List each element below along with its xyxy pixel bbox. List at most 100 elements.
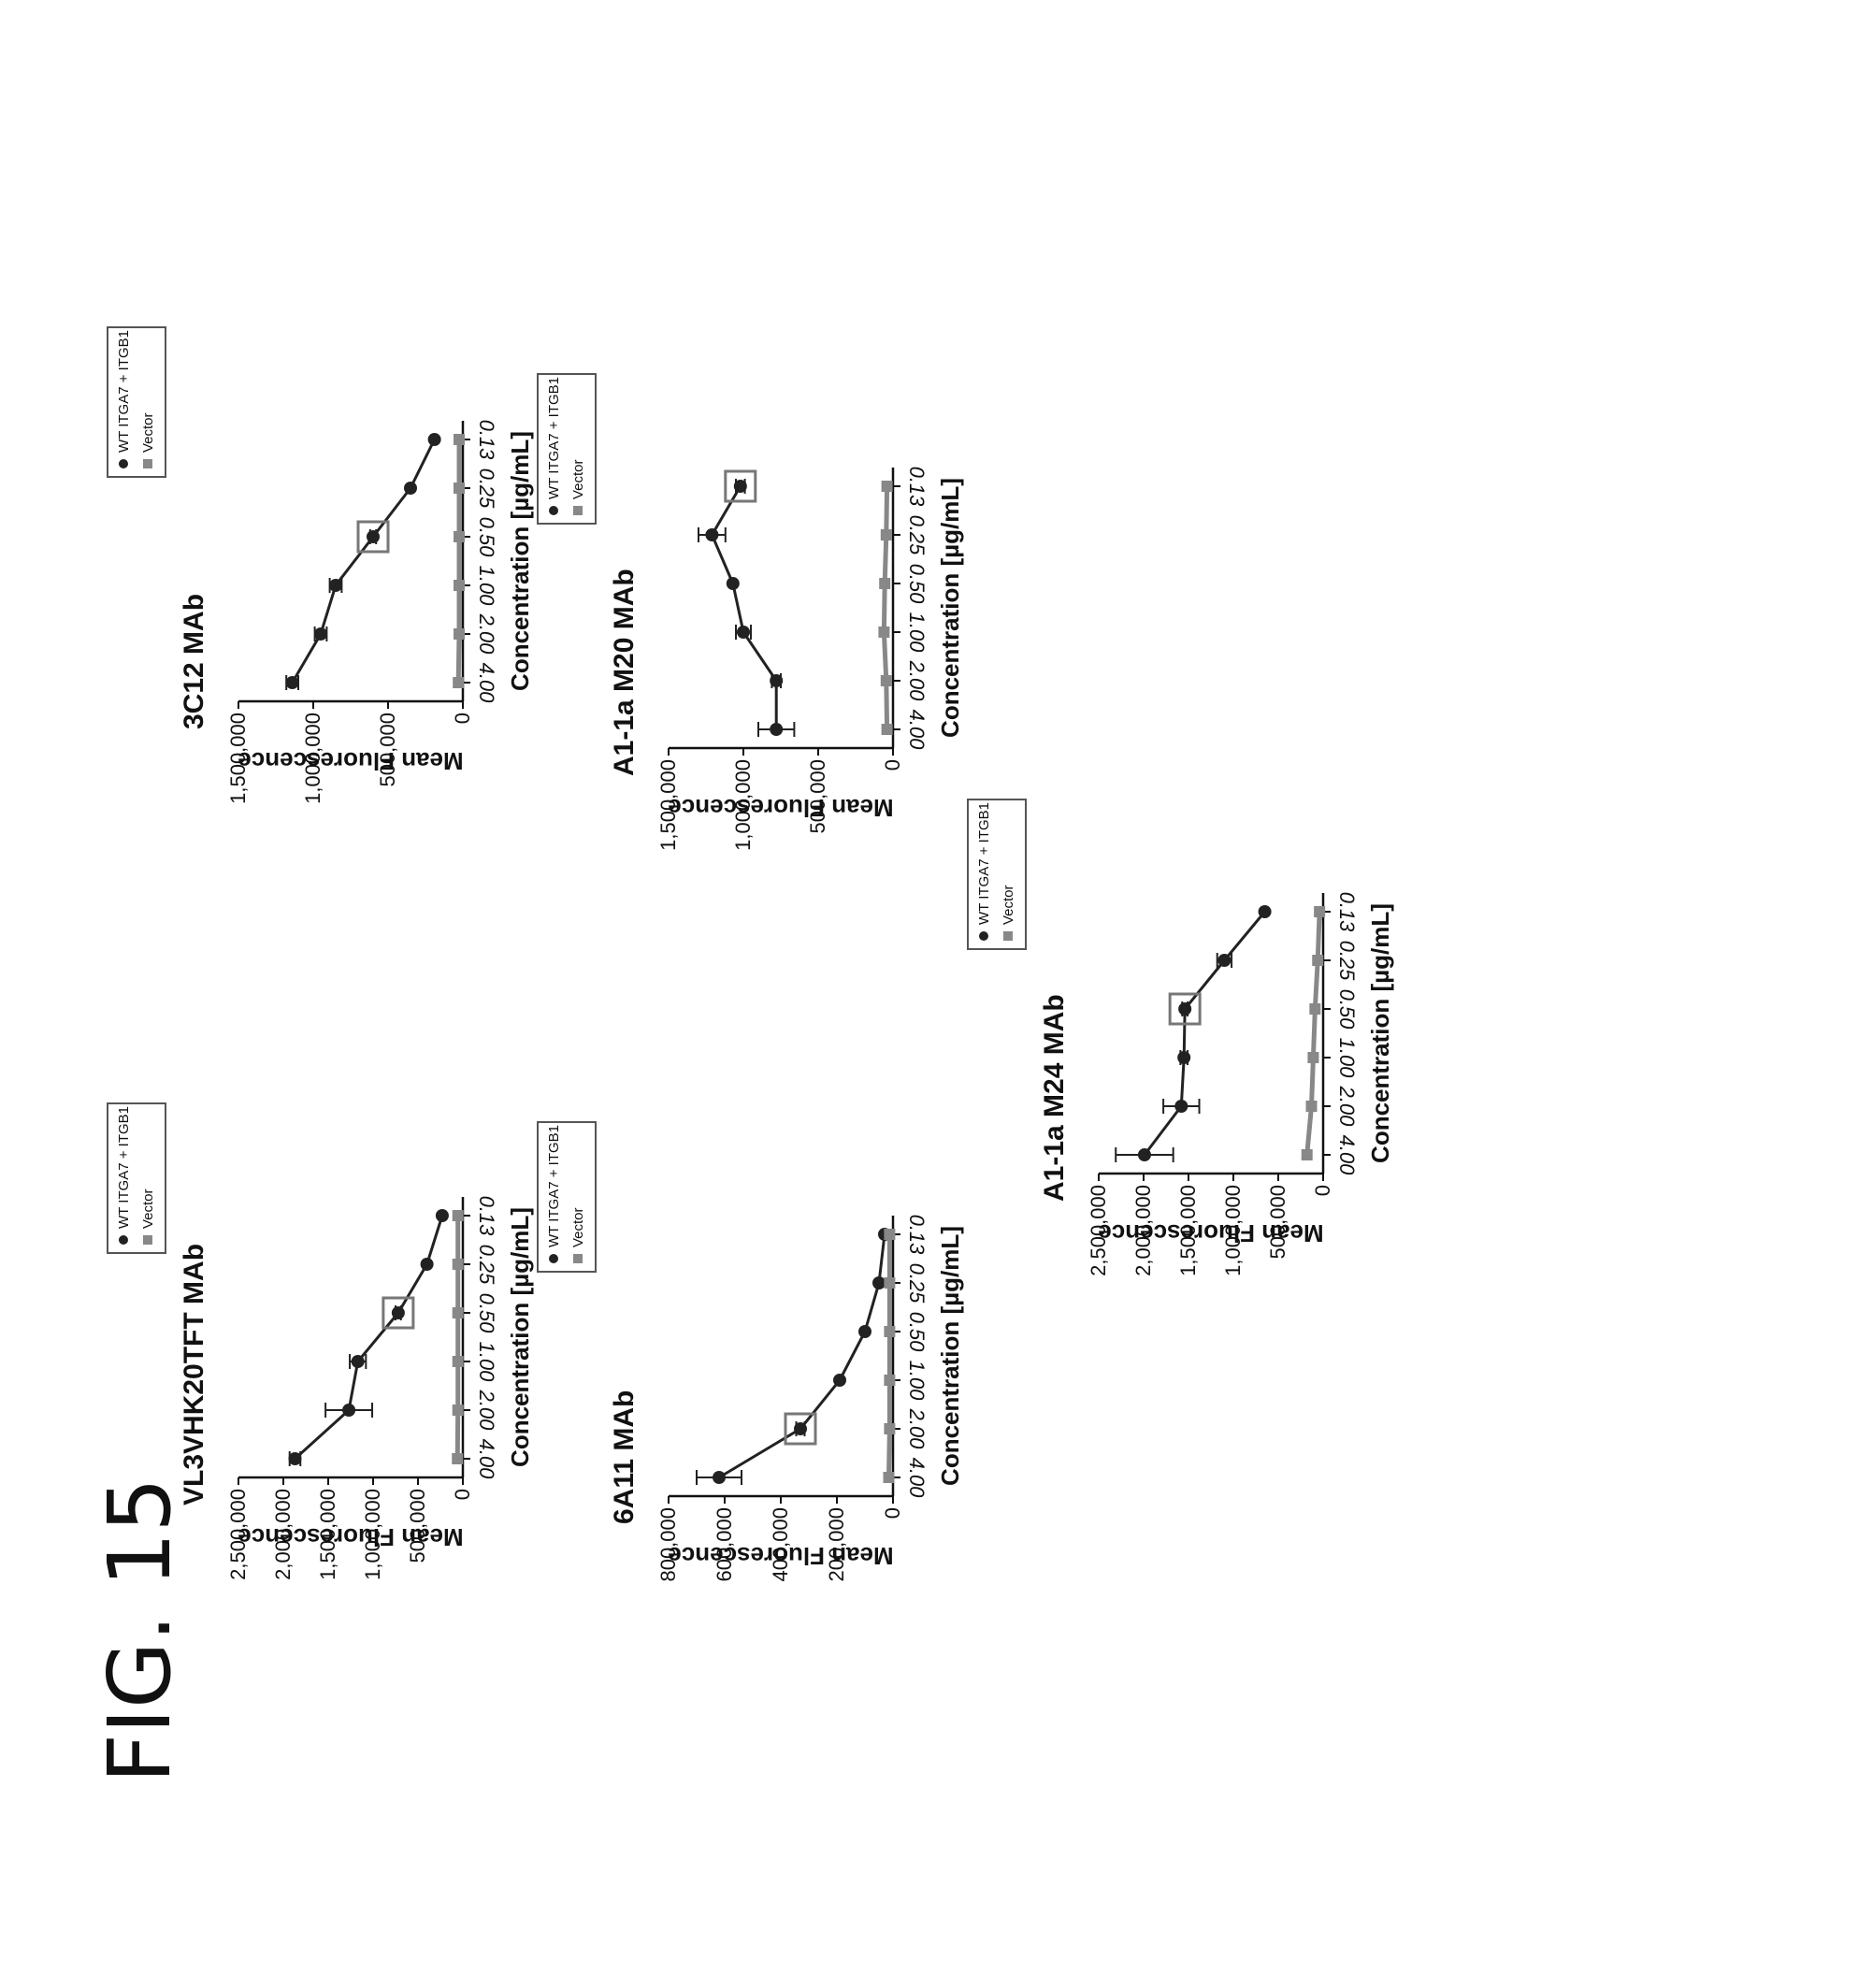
series-line-vector [881,485,890,730]
y-tick-label: 500,000 [1266,1185,1289,1260]
y-tick-label: 1,000,000 [361,1489,384,1580]
legend-marker-wt [979,931,988,941]
data-point-wt [858,1325,871,1338]
chart-title: A1-1a M20 MAb [609,569,640,776]
chart-title: A1-1a M24 MAb [1039,994,1070,1202]
y-tick-label: 400,000 [769,1507,792,1582]
data-point-vector [1305,1101,1318,1112]
data-point-vector [452,1405,464,1416]
data-point-wt [705,528,719,541]
legend-label: WT ITGA7 + ITGB1 [116,1106,132,1229]
data-point-vector [881,724,893,735]
legend-marker-vector [1003,931,1013,941]
data-point-wt [737,626,750,639]
legend-box [537,1121,597,1273]
x-tick-label: 1.00 [905,1361,929,1402]
chart-6a11: 6A11 MAb 0 200,000 400,000 600,000 800,000 4.0… [537,1121,964,1582]
legend-marker-vector [143,459,152,468]
chart-body: A1-1a M24 MAb 0 500,000 1,000,000 1,500,000 2… [967,799,1394,1276]
data-point-wt [770,723,784,736]
series-line-wt [1143,911,1266,1156]
y-tick-label: 600,000 [713,1507,736,1582]
y-tick-label: 200,000 [825,1507,848,1582]
y-tick-label: 1,000,000 [301,713,324,804]
chart-title: 3C12 MAb [179,594,209,729]
chart-vl3: VL3VHK20TFT MAb 0 500,000 1,000,000 1,500,00… [107,1102,534,1580]
data-point-vector [880,529,892,540]
chart-title: 6A11 MAb [609,1390,640,1524]
chart-panel-6a11: 6A11 MAb 0 200,000 400,000 600,000 800,000 4.0… [537,977,1099,1582]
data-point-wt [1258,905,1272,918]
y-tick-label: 1,500,000 [226,713,250,804]
data-point-vector [879,578,891,589]
y-tick-label: 800,000 [656,1507,680,1582]
series-line-vector [455,439,462,684]
x-tick-label: 0.50 [905,1312,929,1353]
data-point-vector [453,677,465,688]
y-axis-label: Mean Fluorescence [238,747,463,775]
data-point-wt [1217,954,1231,967]
legend-marker-vector [573,506,583,515]
legend-marker-wt [549,506,558,515]
x-tick-label: 2.00 [475,613,498,655]
data-point-vector [884,1375,896,1386]
chart-panel-3c12: 3C12 MAb 0 500,000 1,000,000 1,500,000 4.00 2.… [107,182,669,804]
highlight-box [1168,992,1202,1026]
legend-label: WT ITGA7 + ITGB1 [976,802,992,925]
data-point-wt [713,1471,726,1484]
chart-title: VL3VHK20TFT MAb [179,1244,209,1505]
x-tick-label: 0.50 [475,1293,498,1334]
x-tick-label: 0.13 [905,467,929,508]
x-tick-label: 0.25 [1335,941,1359,982]
data-point-vector [452,1453,464,1464]
data-point-wt [342,1404,356,1417]
data-point-wt [1137,1148,1151,1161]
y-tick-label: 1,000,000 [731,759,755,851]
y-tick-label: 1,000,000 [1221,1185,1245,1276]
data-point-vector [454,628,465,640]
data-point-wt [420,1258,434,1271]
data-point-wt [314,627,327,641]
data-point-vector [454,531,465,542]
data-point-vector [452,1307,464,1318]
data-point-vector [452,1210,464,1221]
data-point-vector [878,627,890,638]
y-tick-label: 500,000 [376,713,399,787]
chart-m20: A1-1a M20 MAb 0 500,000 1,000,000 1,500,000 4… [537,373,964,851]
data-point-wt [351,1355,365,1368]
highlight-box [356,520,390,554]
legend-label: Vector [140,1188,156,1229]
x-tick-label: 0.25 [475,1245,498,1286]
x-tick-label: 1.00 [475,1342,498,1383]
x-tick-label: 0.25 [905,515,929,556]
legend-label: WT ITGA7 + ITGB1 [116,330,132,453]
chart-panel-m24: A1-1a M24 MAb 0 500,000 1,000,000 1,500,000 2… [967,655,1529,1276]
x-tick-label: 0.13 [475,420,498,461]
data-point-vector [1307,1052,1319,1063]
legend-box [107,326,166,478]
x-tick-label: 4.00 [905,710,929,751]
data-point-wt [872,1276,886,1289]
highlight-box [784,1412,817,1446]
data-point-wt [391,1306,405,1319]
data-point-vector [1314,906,1326,917]
legend-label: Vector [140,412,156,453]
chart-body: A1-1a M20 MAb 0 500,000 1,000,000 1,500,000 4… [537,373,964,851]
series-line-wt [294,1215,444,1461]
chart-panel-vl3: VL3VHK20TFT MAb 0 500,000 1,000,000 1,500,00… [107,958,669,1580]
y-tick-label: 2,500,000 [1087,1185,1110,1276]
y-tick-label: 1,500,000 [656,759,680,851]
data-point-vector [884,1423,896,1434]
chart-body: 3C12 MAb 0 500,000 1,000,000 1,500,000 4.00 2.… [107,326,534,804]
x-tick-label: 4.00 [1335,1135,1359,1176]
data-point-wt [726,577,740,590]
data-point-wt [427,433,441,446]
y-tick-label: 0 [881,1507,904,1519]
data-point-vector [452,1356,464,1367]
data-point-vector [454,434,465,445]
chart-body: VL3VHK20TFT MAb 0 500,000 1,000,000 1,500,00… [107,1102,534,1580]
y-axis-label: Mean Fluorescence [668,1542,893,1570]
y-tick-label: 2,000,000 [1131,1185,1155,1276]
legend-box [537,373,597,525]
y-tick-label: 500,000 [806,759,829,834]
